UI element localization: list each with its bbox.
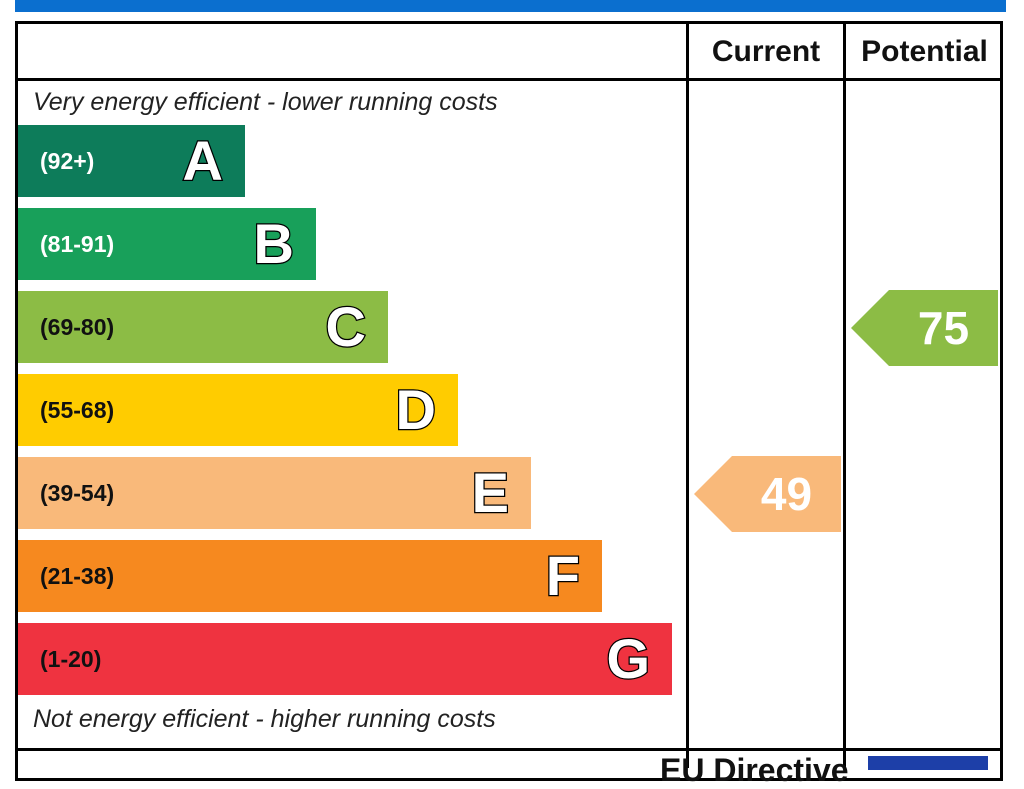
band-range-label: (21-38) xyxy=(40,563,115,589)
potential-rating-arrow-value: 75 xyxy=(917,302,970,354)
top-caption: Very energy efficient - lower running co… xyxy=(33,88,498,116)
band-range-label: (1-20) xyxy=(40,646,102,672)
current-column-header: Current xyxy=(711,35,821,68)
band-a: (92+) A xyxy=(18,125,245,197)
header-divider xyxy=(15,78,1003,81)
current-rating-arrow: 49 xyxy=(694,456,841,532)
band-d: (55-68) D xyxy=(18,374,458,446)
band-g: (1-20) G xyxy=(18,623,672,695)
band-letter-label: C xyxy=(324,294,367,360)
potential-column-header: Potential xyxy=(861,35,988,68)
footer-divider xyxy=(15,748,1003,751)
band-c: (69-80) C xyxy=(18,291,388,363)
bottom-caption: Not energy efficient - higher running co… xyxy=(33,705,496,733)
current-rating-arrow-value: 49 xyxy=(760,468,813,520)
divider-potential xyxy=(843,21,846,768)
band-range-label: (69-80) xyxy=(40,314,115,340)
band-letter-label: A xyxy=(181,128,224,194)
band-letter-label: G xyxy=(605,626,651,692)
band-letter-label: B xyxy=(252,211,295,277)
top-blue-bar xyxy=(15,0,1006,12)
current-rating-arrow-shape xyxy=(694,456,841,532)
divider-current xyxy=(686,21,689,768)
band-letter-label: F xyxy=(545,543,582,609)
band-e: (39-54) E xyxy=(18,457,531,529)
band-range-label: (92+) xyxy=(40,148,95,174)
band-range-label: (81-91) xyxy=(40,231,115,257)
band-f: (21-38) F xyxy=(18,540,602,612)
band-letter-label: D xyxy=(394,377,437,443)
potential-rating-arrow-shape xyxy=(851,290,998,366)
band-range-label: (39-54) xyxy=(40,480,115,506)
band-range-label: (55-68) xyxy=(40,397,115,423)
band-b: (81-91) B xyxy=(18,208,316,280)
footer-text: EU Directive xyxy=(660,752,849,788)
band-letter-label: E xyxy=(470,460,510,526)
potential-rating-arrow: 75 xyxy=(851,290,998,366)
eu-flag-icon xyxy=(868,756,988,770)
